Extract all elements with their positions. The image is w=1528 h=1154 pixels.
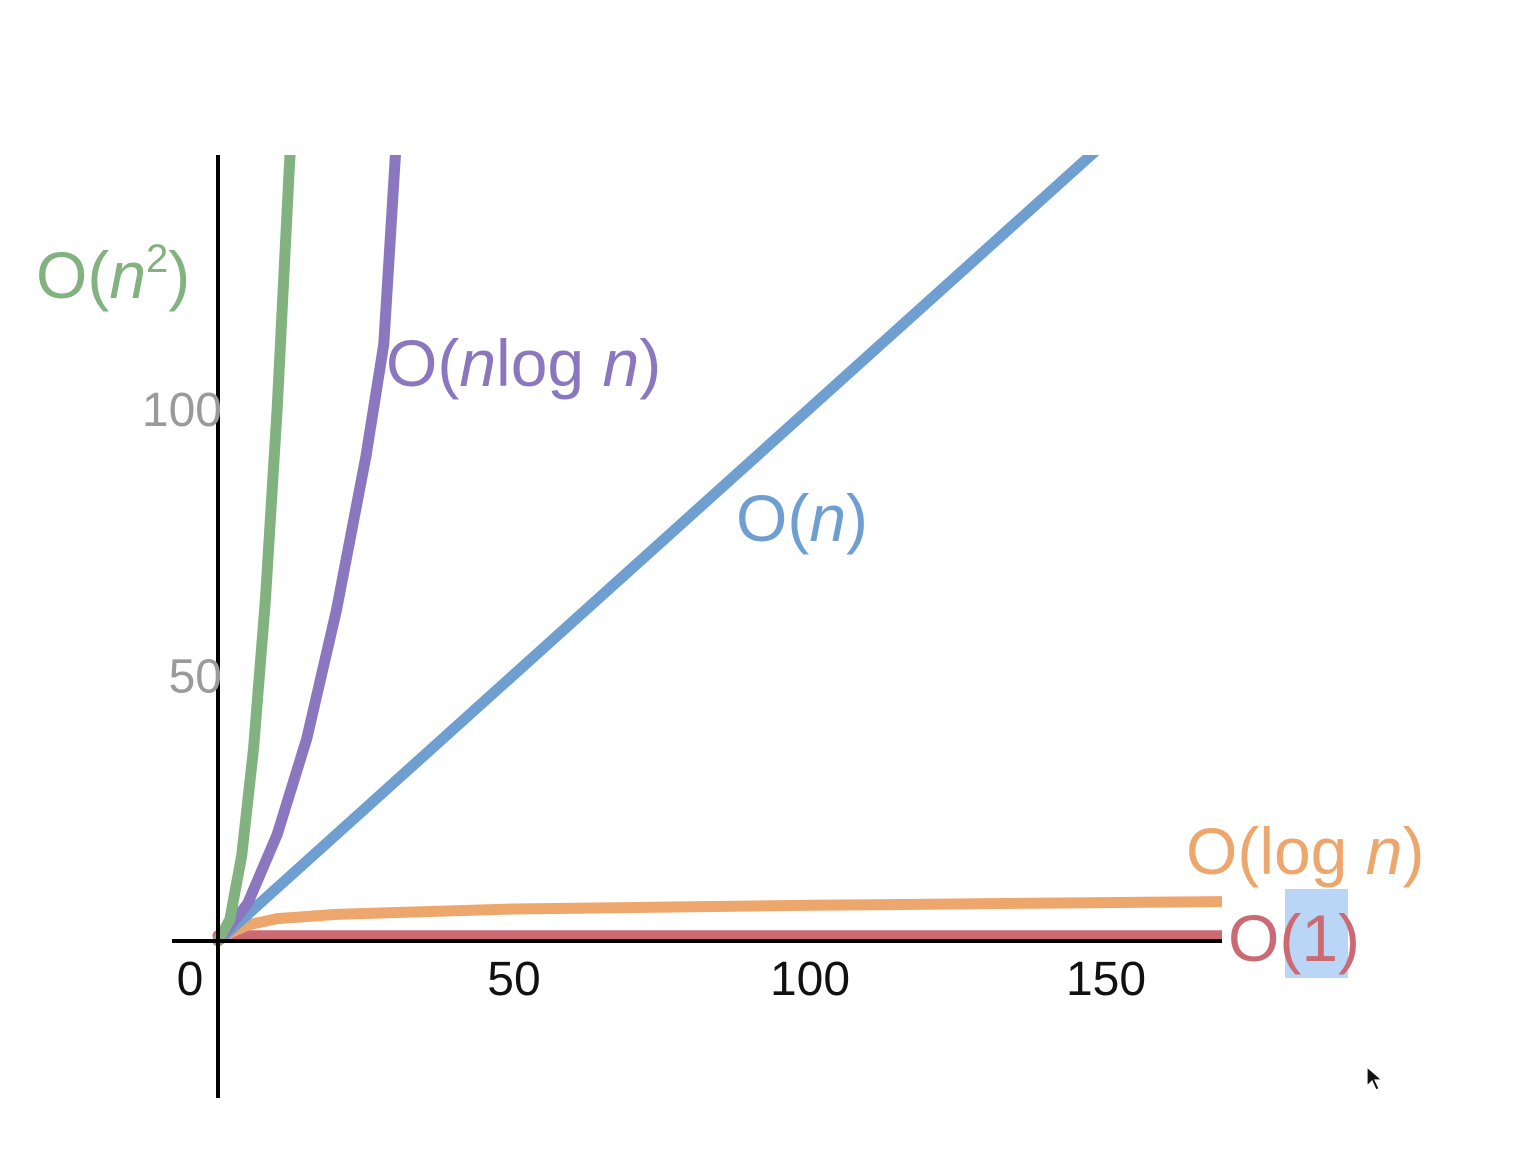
- text-selection-highlight: [1285, 889, 1348, 978]
- series-label-4: O(1): [1228, 901, 1360, 975]
- tick-labels-group: 0 50 100 150 50 100: [142, 384, 1146, 1006]
- x-tick-label: 150: [1066, 953, 1146, 1006]
- series-label-1: O(nlog n): [386, 326, 661, 400]
- mouse-cursor-icon: [1366, 1066, 1384, 1091]
- y-tick-label: 50: [169, 651, 222, 704]
- series-label-0: O(n2): [36, 237, 190, 312]
- series-line-2: [212, 155, 1099, 947]
- series-labels-group: O(n2) O(nlog n) O(n) O(log n) O(1): [36, 237, 1424, 978]
- x-tick-label: 0: [177, 953, 204, 1006]
- series-line-0: [212, 155, 296, 947]
- curves-group: [212, 155, 1222, 947]
- series-line-1: [212, 155, 401, 947]
- x-tick-label: 50: [487, 953, 540, 1006]
- series-label-3: O(log n): [1186, 814, 1424, 888]
- series-label-2: O(n): [736, 481, 868, 555]
- axes-group: [172, 155, 1222, 1098]
- y-tick-label: 100: [142, 384, 222, 437]
- x-tick-label: 100: [770, 953, 850, 1006]
